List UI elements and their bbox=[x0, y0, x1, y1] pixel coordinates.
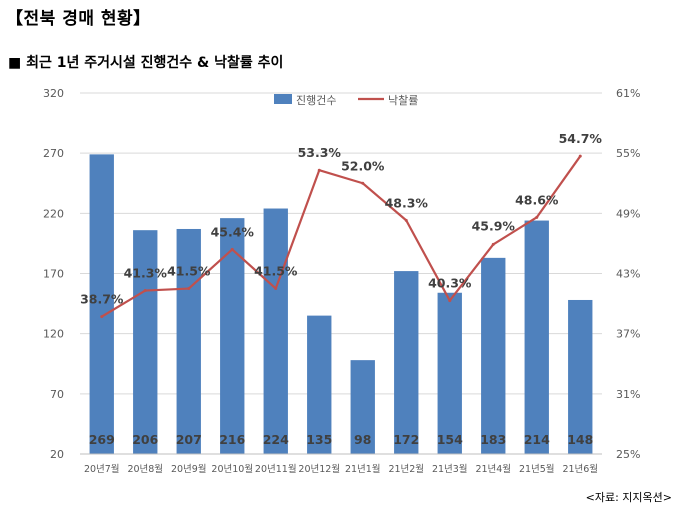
legend-line-label: 낙찰률 bbox=[388, 94, 418, 107]
line-point bbox=[535, 215, 539, 219]
line-value-label: 53.3% bbox=[298, 145, 342, 160]
line-point bbox=[578, 154, 582, 158]
bar-value-label: 206 bbox=[132, 432, 158, 447]
bar-value-label: 207 bbox=[176, 432, 202, 447]
line-value-label: 45.9% bbox=[472, 218, 516, 233]
line-value-label: 45.4% bbox=[211, 224, 255, 239]
bar bbox=[263, 208, 288, 454]
left-axis-tick-label: 20 bbox=[50, 448, 64, 461]
x-axis-tick-label: 21년3월 bbox=[432, 463, 468, 475]
line-point bbox=[230, 247, 234, 251]
x-axis-tick-label: 20년10월 bbox=[211, 463, 253, 475]
bar-value-label: 224 bbox=[263, 432, 289, 447]
x-axis-tick-label: 21년2월 bbox=[388, 463, 424, 475]
right-axis-tick-label: 61% bbox=[616, 87, 640, 100]
right-axis-tick-label: 31% bbox=[616, 388, 640, 401]
bar bbox=[481, 257, 506, 454]
left-axis-tick-label: 70 bbox=[50, 388, 64, 401]
bar-value-label: 98 bbox=[354, 432, 371, 447]
bar-value-label: 269 bbox=[89, 432, 115, 447]
line-point bbox=[361, 181, 365, 185]
line-point bbox=[404, 218, 408, 222]
legend-bar-label: 진행건수 bbox=[296, 94, 336, 107]
left-axis-tick-label: 220 bbox=[43, 207, 64, 220]
x-axis-tick-label: 21년1월 bbox=[345, 463, 381, 475]
x-axis-tick-label: 20년11월 bbox=[255, 463, 297, 475]
bar-value-label: 216 bbox=[219, 432, 245, 447]
bar bbox=[307, 315, 332, 454]
right-axis: 25% 31% 37% 43% 49% 55% 61% bbox=[616, 87, 640, 461]
bar-value-labels: 269 206 207 216 224 135 98 172 154 183 214 148 bbox=[89, 432, 594, 447]
source-note: <자료: 지지옥션> bbox=[585, 491, 672, 504]
left-axis-tick-label: 270 bbox=[43, 147, 64, 160]
bar bbox=[89, 154, 114, 454]
x-axis-tick-label: 20년12월 bbox=[298, 463, 340, 475]
bar-value-label: 154 bbox=[437, 432, 463, 447]
right-axis-tick-label: 49% bbox=[616, 207, 640, 220]
line-point bbox=[274, 287, 278, 291]
x-axis: 20년7월 20년8월 20년9월 20년10월 20년11월 20년12월 21년1월 21… bbox=[80, 453, 602, 475]
right-axis-tick-label: 37% bbox=[616, 328, 640, 341]
bar-value-label: 172 bbox=[393, 432, 419, 447]
bar bbox=[437, 292, 462, 454]
bar bbox=[220, 218, 245, 454]
left-axis-tick-label: 170 bbox=[43, 268, 64, 281]
left-axis: 20 70 120 170 220 270 320 bbox=[43, 87, 64, 461]
line-value-label: 41.3% bbox=[124, 266, 168, 281]
bar-value-label: 214 bbox=[524, 432, 550, 447]
right-axis-tick-label: 25% bbox=[616, 448, 640, 461]
x-axis-tick-label: 20년9월 bbox=[171, 463, 207, 475]
line-value-label: 48.3% bbox=[385, 195, 429, 210]
bar bbox=[524, 220, 549, 454]
line-value-labels: 38.7%41.3% 41.5%45.4%41.5%53.3%52.0%48.3%… bbox=[80, 131, 602, 306]
legend: 진행건수 낙찰률 bbox=[274, 94, 418, 107]
bar bbox=[394, 271, 419, 454]
bar-value-label: 135 bbox=[306, 432, 332, 447]
line-point bbox=[448, 299, 452, 303]
line-point bbox=[317, 168, 321, 172]
line-series-path bbox=[101, 155, 582, 318]
line-value-label: 54.7% bbox=[559, 131, 603, 146]
page-title: 【전북 경매 현황】 bbox=[6, 9, 151, 29]
line-value-label: 40.3% bbox=[428, 276, 472, 291]
line-value-label: 52.0% bbox=[341, 158, 385, 173]
line-value-label: 41.5% bbox=[254, 264, 298, 279]
bar bbox=[350, 360, 375, 454]
line-value-label: 48.6% bbox=[515, 192, 559, 207]
right-axis-tick-label: 55% bbox=[616, 147, 640, 160]
left-axis-tick-label: 120 bbox=[43, 328, 64, 341]
bar-series bbox=[89, 154, 593, 454]
legend-bar-swatch bbox=[274, 94, 292, 104]
line-point bbox=[491, 242, 495, 246]
bar bbox=[176, 228, 201, 454]
x-axis-tick-label: 20년7월 bbox=[84, 463, 120, 475]
bar bbox=[568, 299, 593, 454]
bar bbox=[133, 230, 158, 454]
line-value-label: 38.7% bbox=[80, 292, 124, 307]
x-axis-tick-label: 21년5월 bbox=[519, 463, 555, 475]
line-point bbox=[100, 315, 104, 319]
x-axis-tick-label: 21년6월 bbox=[562, 463, 598, 475]
x-axis-tick-label: 20년8월 bbox=[127, 463, 163, 475]
right-axis-tick-label: 43% bbox=[616, 268, 640, 281]
line-series bbox=[100, 154, 582, 319]
chart-title: ■ 최근 1년 주거시설 진행건수 & 낙찰률 추이 bbox=[8, 55, 284, 71]
line-point bbox=[143, 289, 147, 293]
line-point bbox=[187, 287, 191, 291]
bar-value-label: 148 bbox=[567, 432, 593, 447]
left-axis-tick-label: 320 bbox=[43, 87, 64, 100]
bar-value-label: 183 bbox=[480, 432, 506, 447]
x-axis-tick-label: 21년4월 bbox=[475, 463, 511, 475]
line-value-label: 41.5% bbox=[167, 264, 211, 279]
